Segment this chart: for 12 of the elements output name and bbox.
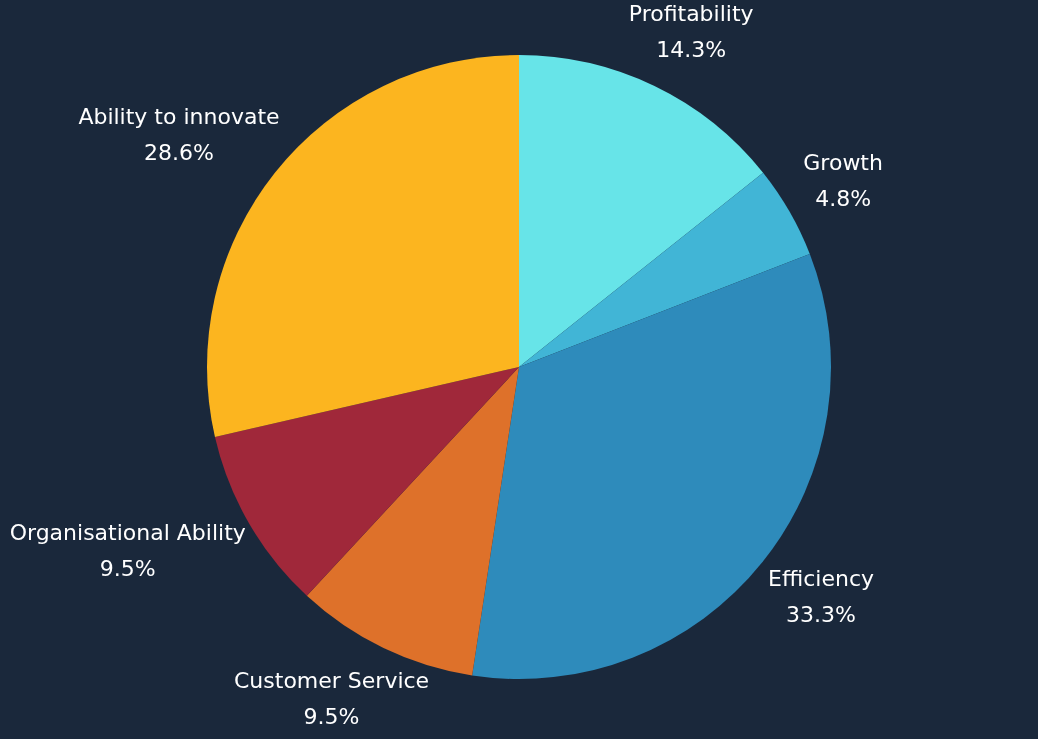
data-label: 33.3% xyxy=(786,602,856,628)
slice-label: Efficiency xyxy=(768,566,875,592)
slice-label: Ability to innovate xyxy=(78,104,280,130)
slice-label: Profitability xyxy=(628,1,754,27)
data-label: 9.5% xyxy=(303,704,360,730)
slice-label: Growth xyxy=(803,150,883,176)
data-label: 28.6% xyxy=(144,140,214,166)
data-label: 14.3% xyxy=(656,37,727,63)
data-label: 9.5% xyxy=(99,556,156,582)
slice-label: Customer Service xyxy=(233,668,430,694)
data-label: 4.8% xyxy=(815,186,872,212)
slice-label: Organisational Ability xyxy=(9,520,246,546)
